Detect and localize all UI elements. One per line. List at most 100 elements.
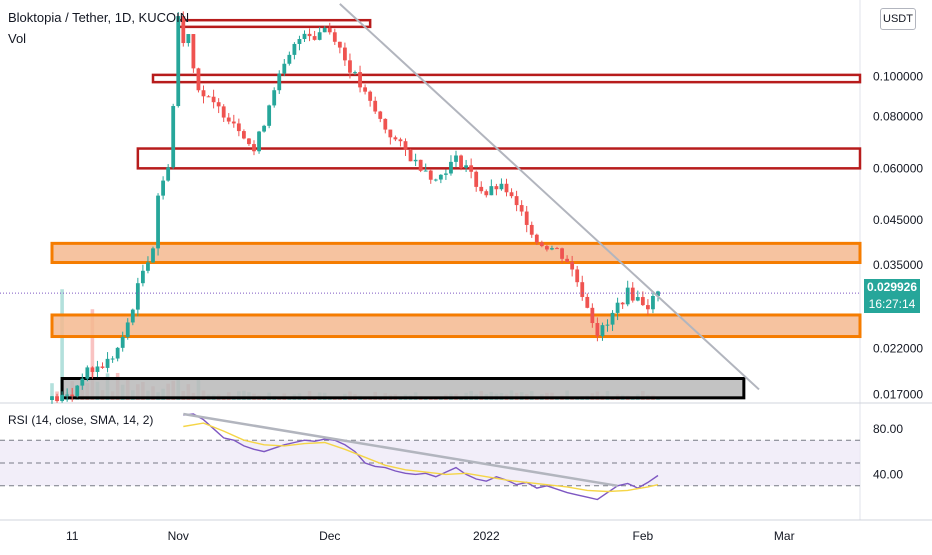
candle-body xyxy=(403,141,408,150)
candle-body xyxy=(454,155,458,162)
candle-body xyxy=(337,41,342,48)
candle-body xyxy=(570,261,575,270)
candle-body xyxy=(433,179,438,181)
candle-body xyxy=(555,248,559,250)
candle-body xyxy=(115,347,120,359)
candle-body xyxy=(615,302,620,313)
candle-body xyxy=(317,32,322,40)
candle-body xyxy=(216,102,221,107)
candle-body xyxy=(494,186,499,190)
time-tick-label: 2022 xyxy=(473,529,500,543)
rsi-trendline[interactable] xyxy=(183,412,618,488)
candle-body xyxy=(176,16,181,107)
volume-bar xyxy=(50,383,54,400)
candle-body xyxy=(398,139,403,142)
candle-body xyxy=(524,211,529,225)
candle-body xyxy=(640,297,645,306)
price-tick-label: 0.100000 xyxy=(873,70,923,84)
candle-body xyxy=(156,195,160,249)
candle-body xyxy=(307,33,312,37)
candle-body xyxy=(539,242,544,247)
candle-body xyxy=(428,170,433,180)
candle-body xyxy=(343,47,347,61)
candle-body xyxy=(464,165,468,168)
supply-demand-zone xyxy=(50,313,862,339)
candle-body xyxy=(550,248,554,250)
candle-body xyxy=(509,192,514,197)
rsi-label[interactable]: RSI (14, close, SMA, 14, 2) xyxy=(8,413,154,427)
candle-body xyxy=(635,297,640,301)
candle-body xyxy=(565,258,569,262)
candle-body xyxy=(141,270,145,284)
time-tick-label: Nov xyxy=(168,529,189,543)
candle-body xyxy=(489,186,494,196)
candle-body xyxy=(186,34,191,44)
candle-body xyxy=(504,183,509,193)
candle-body xyxy=(600,325,605,337)
candle-body xyxy=(590,307,595,324)
candle-body xyxy=(105,358,110,368)
candle-body xyxy=(120,336,125,348)
currency-selector[interactable]: USDT xyxy=(880,8,916,30)
resistance-box xyxy=(151,73,862,84)
candle-body xyxy=(55,396,59,402)
candle-body xyxy=(327,27,332,33)
candle-body xyxy=(196,68,201,91)
time-tick-label: 11 xyxy=(66,529,79,543)
candle-body xyxy=(267,105,272,126)
candle-body xyxy=(575,269,580,283)
candle-body xyxy=(620,302,625,305)
time-tick-label: Dec xyxy=(319,529,340,543)
volume-label[interactable]: Vol xyxy=(8,31,27,46)
candle-body xyxy=(100,366,105,368)
rsi-ma-line xyxy=(183,422,659,493)
candle-body xyxy=(302,33,307,40)
rsi-line xyxy=(183,413,659,501)
price-tick-label: 0.035000 xyxy=(873,258,923,272)
candle-body xyxy=(393,137,398,140)
candle-body xyxy=(191,34,196,69)
candle-body xyxy=(625,287,630,305)
candle-body xyxy=(135,283,140,310)
volume-bar xyxy=(60,289,64,400)
last-price-tag: 0.029926 xyxy=(864,279,920,296)
accumulation-box xyxy=(60,377,746,400)
candle-body xyxy=(85,367,90,379)
candle-body xyxy=(95,366,100,372)
candle-body xyxy=(413,159,418,162)
rsi-band xyxy=(0,440,860,486)
candle-body xyxy=(146,262,150,271)
candle-body xyxy=(580,282,585,297)
symbol-title[interactable]: Bloktopia / Tether, 1D, KUCOIN xyxy=(8,10,190,25)
candle-body xyxy=(252,144,256,152)
time-tick-label: Mar xyxy=(774,529,795,543)
candle-body xyxy=(231,121,236,124)
candle-body xyxy=(272,90,277,106)
price-trendline[interactable] xyxy=(339,3,760,391)
candle-body xyxy=(363,87,367,92)
candle-body xyxy=(529,224,534,235)
candle-body xyxy=(368,91,373,101)
candle-body xyxy=(161,180,165,196)
candle-body xyxy=(247,138,251,145)
candle-body xyxy=(65,394,70,396)
candle-body xyxy=(292,43,297,55)
candle-body xyxy=(287,54,292,64)
candle-body xyxy=(656,291,660,296)
candle-body xyxy=(242,131,246,139)
candle-body xyxy=(262,125,266,132)
candle-body xyxy=(125,322,130,337)
candle-body xyxy=(211,96,216,103)
candle-body xyxy=(332,32,337,42)
price-tick-label: 0.017000 xyxy=(873,388,923,402)
candle-body xyxy=(519,205,524,212)
candle-body xyxy=(181,16,186,44)
candle-body xyxy=(60,394,64,402)
candle-body xyxy=(646,305,650,310)
candle-body xyxy=(423,170,428,172)
time-tick-label: Feb xyxy=(633,529,654,543)
price-tick-label: 0.022000 xyxy=(873,341,923,355)
candle-body xyxy=(449,161,453,174)
